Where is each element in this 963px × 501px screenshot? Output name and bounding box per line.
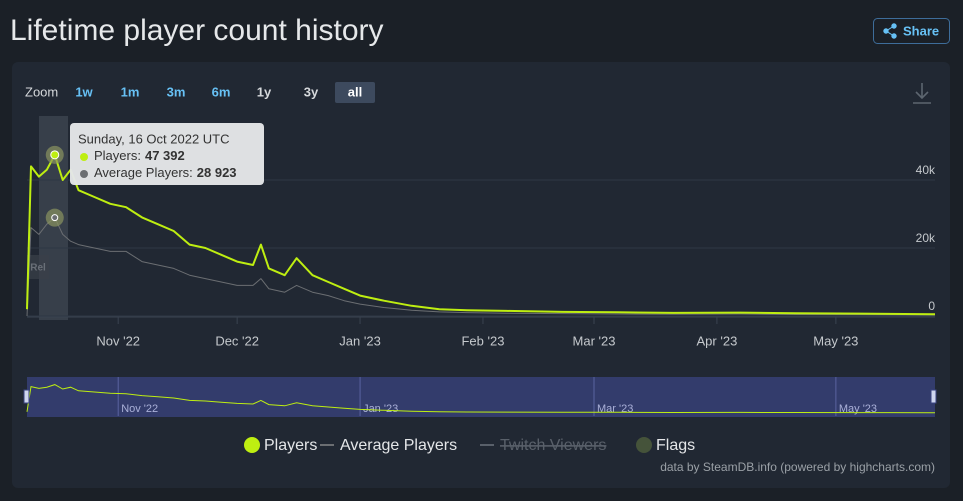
x-tick-label: Jan '23: [339, 333, 381, 348]
flag-label: Rel: [30, 263, 46, 274]
y-tick-label: 20k: [916, 231, 936, 245]
tooltip-value: 47 392: [145, 148, 185, 163]
x-tick-label: Dec '22: [215, 333, 259, 348]
download-icon[interactable]: [913, 83, 931, 104]
tooltip-dot: [80, 153, 88, 161]
zoom-button[interactable]: 3m: [167, 84, 186, 99]
hover-marker: [50, 150, 60, 160]
x-tick-label: Mar '23: [573, 333, 616, 348]
tooltip-label: Average Players:: [94, 165, 193, 180]
series-line: [26, 217, 936, 317]
tooltip-label: Players:: [94, 148, 141, 163]
zoom-button[interactable]: 6m: [212, 84, 231, 99]
x-tick-label: Feb '23: [461, 333, 504, 348]
plot: 0 20k 40k Nov '22 Nov '22 Dec '22 Jan '23 Jan '…: [23, 123, 937, 454]
zoom-button[interactable]: 1w: [75, 84, 93, 99]
navigator-tick-label: Jan '23: [363, 403, 398, 415]
navigator-mask: [27, 377, 935, 417]
page-title: Lifetime player count history: [10, 14, 384, 47]
x-tick-label: May '23: [813, 333, 858, 348]
legend-symbol: [244, 437, 260, 453]
tooltip-row: Average Players: 28 923: [94, 165, 237, 180]
zoom-button[interactable]: 1m: [121, 84, 140, 99]
zoom-button[interactable]: 1y: [257, 84, 272, 99]
tooltip-dot: [80, 170, 88, 178]
hover-marker: [51, 214, 59, 222]
share-label[interactable]: Share: [903, 23, 939, 38]
tooltip-value: 28 923: [197, 165, 237, 180]
y-tick-label: 0: [928, 299, 935, 313]
navigator-handle: [930, 389, 937, 404]
legend-label[interactable]: Twitch Viewers: [500, 437, 606, 454]
tooltip-date: Sunday, 16 Oct 2022 UTC: [78, 131, 230, 146]
zoom-button[interactable]: 3y: [304, 84, 319, 99]
x-tick-label: Apr '23: [697, 333, 738, 348]
navigator-line: [26, 384, 936, 414]
navigator-handle: [23, 389, 30, 404]
legend-label[interactable]: Flags: [656, 437, 695, 454]
tooltip-row: Players: 47 392: [94, 148, 185, 163]
tooltip-box: [70, 123, 264, 185]
credit: data by SteamDB.info (powered by highcha…: [660, 460, 935, 474]
zoom-selected: [335, 82, 375, 103]
y-tick-label: 40k: [916, 163, 936, 177]
legend-label[interactable]: Average Players: [340, 437, 457, 454]
navigator-tick-label: Mar '23: [597, 403, 633, 415]
zoom-label: Zoom: [25, 84, 58, 99]
legend-symbol: [636, 437, 652, 453]
navigator-tick-label: May '23: [839, 403, 877, 415]
share-icon: [883, 23, 897, 39]
x-tick-label: Nov '22: [96, 333, 140, 348]
zoom-button[interactable]: all: [348, 84, 362, 99]
legend-label[interactable]: Players: [264, 437, 317, 454]
navigator-tick-label: Nov '22: [121, 403, 158, 415]
flag-box: [27, 255, 49, 279]
